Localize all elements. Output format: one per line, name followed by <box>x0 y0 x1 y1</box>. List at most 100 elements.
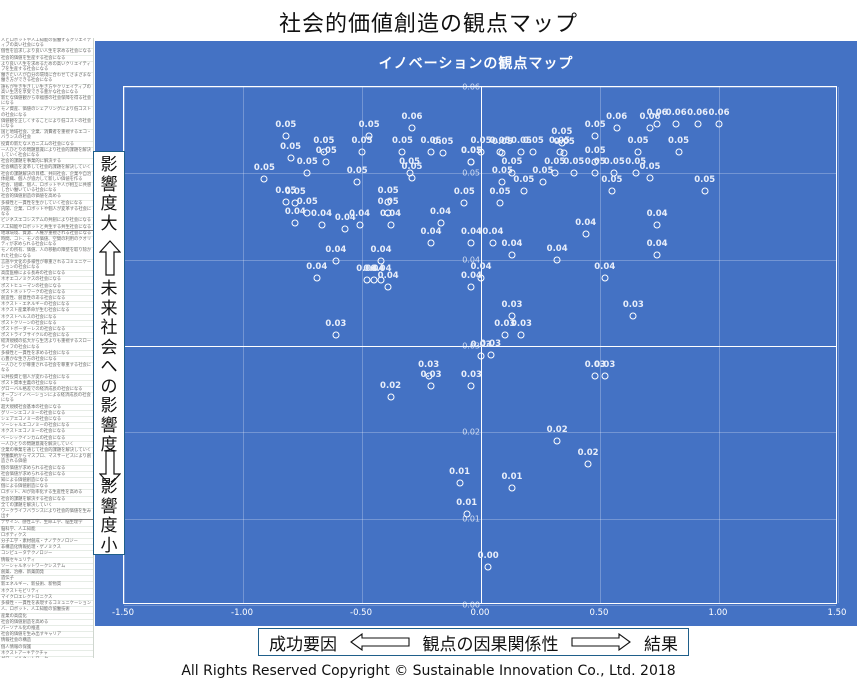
sidebar-row[interactable]: 超大規模社会基本の社会になる <box>0 405 93 411</box>
sidebar-row[interactable]: 個性を追求しより良い人生を求める社会になる <box>0 49 93 56</box>
data-point[interactable] <box>601 372 609 380</box>
data-point[interactable] <box>282 132 290 140</box>
sidebar-row[interactable]: 一人ひとりが尊重される社会を尊重する社会になる <box>0 363 93 375</box>
data-point[interactable] <box>320 148 328 156</box>
sidebar-row[interactable]: 経済規模の拡大から生活よりも重視するスローライフの社会になる <box>0 339 93 351</box>
data-point[interactable] <box>584 460 592 468</box>
sidebar-row[interactable]: ポストボーダーレスの社会になる <box>0 327 93 334</box>
data-point[interactable] <box>456 479 464 487</box>
sidebar-row[interactable]: モノの所有、価値、人の移動の障壁を取り除かれた社会になる <box>0 248 93 260</box>
sidebar-row[interactable]: 遺伝子 <box>0 576 93 583</box>
data-point[interactable] <box>425 372 433 380</box>
data-point[interactable] <box>427 148 435 156</box>
data-point[interactable] <box>613 124 621 132</box>
data-point[interactable] <box>467 239 475 247</box>
data-point[interactable] <box>353 178 361 186</box>
data-point[interactable] <box>427 382 435 390</box>
data-point[interactable] <box>646 124 654 132</box>
sidebar-row[interactable]: 新たな価値観から幸福感の社会保障を得る社会になる <box>0 96 93 108</box>
data-point[interactable] <box>517 331 525 339</box>
data-point[interactable] <box>460 199 468 207</box>
sidebar-row[interactable]: 誰もが生き生きしい生き方やクリエイティブの高い生活を享受できる豊かな社会になる <box>0 85 93 97</box>
data-point[interactable] <box>332 257 340 265</box>
sidebar-row[interactable]: 多様性・一貫性を表現するコミュニケーション <box>0 601 93 608</box>
sidebar-row[interactable]: 社会構造を変革して社会的課題を解決していく <box>0 165 93 172</box>
data-point[interactable] <box>358 148 366 156</box>
sidebar-row[interactable]: 言語や文化の多様性が尊重されるコミュニケーションの社会になる <box>0 259 93 272</box>
data-point[interactable] <box>408 124 416 132</box>
sidebar-row[interactable]: ネクスト産業革命が生む社会になる <box>0 308 93 315</box>
data-point[interactable] <box>477 352 485 360</box>
data-point[interactable] <box>653 251 661 259</box>
data-point[interactable] <box>377 276 385 284</box>
sidebar-row[interactable]: 国と地域社会、企業、消費者を重視するエコ・バランスの社会 <box>0 130 93 142</box>
data-point[interactable] <box>701 187 709 195</box>
data-point[interactable] <box>496 199 504 207</box>
data-point[interactable] <box>508 484 516 492</box>
data-point[interactable] <box>591 372 599 380</box>
sidebar-row[interactable]: コンピュータテクノロジー <box>0 551 93 558</box>
sidebar-row[interactable]: ポストクリーンの社会になる <box>0 321 93 327</box>
sidebar-row[interactable]: ポストヒューマンの社会になる <box>0 284 93 290</box>
sidebar-row[interactable]: 非構造化情報処理・ゲノミクス <box>0 545 93 552</box>
sidebar-row[interactable]: 脳科学、人工知能 <box>0 527 93 533</box>
sidebar-row[interactable]: 価値観を正しくすることにより低コストの社会になる <box>0 118 93 131</box>
sidebar-row[interactable]: 社会的価値創造を高める <box>0 620 93 626</box>
data-point[interactable] <box>398 148 406 156</box>
sidebar-row[interactable]: ネクスト・エネルギーの社会になる <box>0 302 93 309</box>
sidebar-row[interactable]: 情報社会の構造 <box>0 638 93 645</box>
sidebar-row[interactable]: ベーシックインカムの社会になる <box>0 436 93 442</box>
sidebar-row[interactable]: ネクストヘルスの社会になる <box>0 315 93 321</box>
data-point[interactable] <box>553 256 561 264</box>
sidebar-row[interactable]: 創薬、治療、新薬開発 <box>0 570 93 577</box>
data-point[interactable] <box>508 169 516 177</box>
data-point[interactable] <box>591 158 599 166</box>
sidebar-row[interactable]: グリーンエコノミーの社会になる <box>0 411 93 417</box>
sidebar-row[interactable]: オープンイノベーションによる経済成長の社会になる <box>0 393 93 405</box>
sidebar-row[interactable]: 企業の事業を通じて社会的課題を解決していく <box>0 448 93 455</box>
sidebar-row[interactable]: 社会的価値を生産する社会になる <box>0 56 93 62</box>
data-point[interactable] <box>694 120 702 128</box>
sidebar-row[interactable]: 心豊かな生き方の社会になる <box>0 357 93 364</box>
sidebar-row[interactable]: グローバル格差での経済成長の社会になる <box>0 387 93 394</box>
data-point[interactable] <box>332 331 340 339</box>
data-point[interactable] <box>653 221 661 229</box>
data-point[interactable] <box>477 274 485 282</box>
sidebar-row[interactable]: ロボット、AIが効率化する生産性を高める <box>0 490 93 497</box>
data-point[interactable] <box>508 251 516 259</box>
sidebar-row[interactable]: ネクストアーキテクチャ <box>0 651 93 657</box>
data-point[interactable] <box>439 149 447 157</box>
data-point[interactable] <box>467 283 475 291</box>
data-point[interactable] <box>489 239 497 247</box>
data-point[interactable] <box>570 169 578 177</box>
sidebar-row[interactable]: 情報セキュリティ <box>0 558 93 564</box>
data-point[interactable] <box>610 169 618 177</box>
data-point[interactable] <box>260 175 268 182</box>
data-point[interactable] <box>558 139 566 147</box>
sidebar-row[interactable]: 創造性、創意性のある社会になる <box>0 296 93 303</box>
data-point[interactable] <box>520 187 528 195</box>
sidebar-row[interactable]: 内閣、企業、ロボットや個人が変革する社会になる <box>0 206 93 219</box>
data-point[interactable] <box>487 351 495 359</box>
data-point[interactable] <box>608 187 616 195</box>
data-point[interactable] <box>282 198 290 206</box>
data-point[interactable] <box>291 199 299 207</box>
data-point[interactable] <box>629 312 637 320</box>
data-point[interactable] <box>463 510 471 518</box>
sidebar-row[interactable]: 高度医療による長寿の社会になる <box>0 271 93 278</box>
data-point[interactable] <box>501 331 509 339</box>
data-point[interactable] <box>672 120 680 128</box>
data-point[interactable] <box>291 219 299 227</box>
sidebar-row[interactable]: シェアエコノミーの社会になる <box>0 417 93 424</box>
data-point[interactable] <box>287 154 295 162</box>
sidebar-row[interactable]: 社会的価値創造の価値を高める <box>0 194 93 201</box>
data-point[interactable] <box>591 169 599 177</box>
data-point[interactable] <box>356 221 364 229</box>
sidebar-row[interactable]: グローバルネットワーク <box>0 657 93 658</box>
data-point[interactable] <box>517 148 525 156</box>
data-point[interactable] <box>384 198 392 206</box>
sidebar-row[interactable]: ポストネットワークの社会になる <box>0 290 93 296</box>
sidebar-row[interactable]: ネオエコノミクスの社会になる <box>0 277 93 284</box>
sidebar-row[interactable]: ネクストエコノミーの社会になる <box>0 429 93 436</box>
sidebar-row[interactable]: ビジネスエコシステムの共創により社会になる <box>0 218 93 225</box>
